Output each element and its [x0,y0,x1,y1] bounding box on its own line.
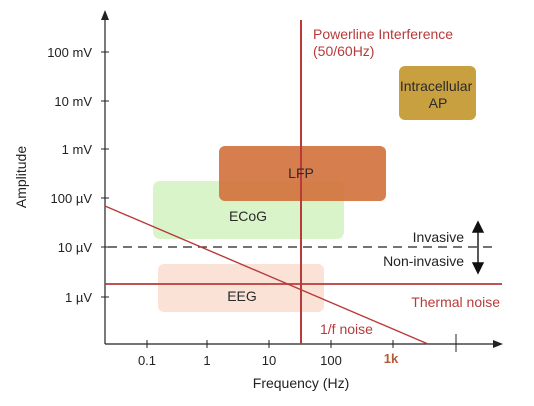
powerline-interference-label: Powerline Interference (50/60Hz) [313,26,457,59]
x-tick-label: 10 [262,353,276,368]
x-axis-arrow [493,340,503,348]
y-tick-label: 10 mV [54,94,92,109]
y-tick-label: 100 mV [47,45,92,60]
one-over-f-noise-label: 1/f noise [320,321,373,337]
eeg-region [158,264,324,312]
y-tick-label: 100 µV [51,191,93,206]
eeg-label: EEG [227,288,257,304]
one-over-f-noise-line [104,205,429,345]
x-tick-label: 1 [203,353,210,368]
x-tick-label: 1k [384,351,399,366]
x-tick-marks [146,334,457,352]
lfp-region [219,146,386,201]
non-invasive-label: Non-invasive [383,253,464,269]
y-tick-label: 10 µV [58,240,93,255]
ecog-label: ECoG [229,208,267,224]
x-tick-label: 100 [320,353,342,368]
invasive-double-arrow [471,220,485,275]
lfp-label: LFP [288,165,314,181]
thermal-noise-label: Thermal noise [411,294,500,310]
y-axis-label: Amplitude [13,146,29,208]
y-axis-arrow [101,10,109,20]
intracellular-label: Intracellular AP [400,78,476,111]
invasive-label: Invasive [413,229,465,245]
y-tick-label: 1 µV [65,290,92,305]
x-tick-label: 0.1 [138,353,156,368]
intracellular-region [399,66,476,120]
x-axis-label: Frequency (Hz) [253,375,349,391]
y-tick-marks [101,51,109,298]
y-tick-label: 1 mV [62,142,93,157]
